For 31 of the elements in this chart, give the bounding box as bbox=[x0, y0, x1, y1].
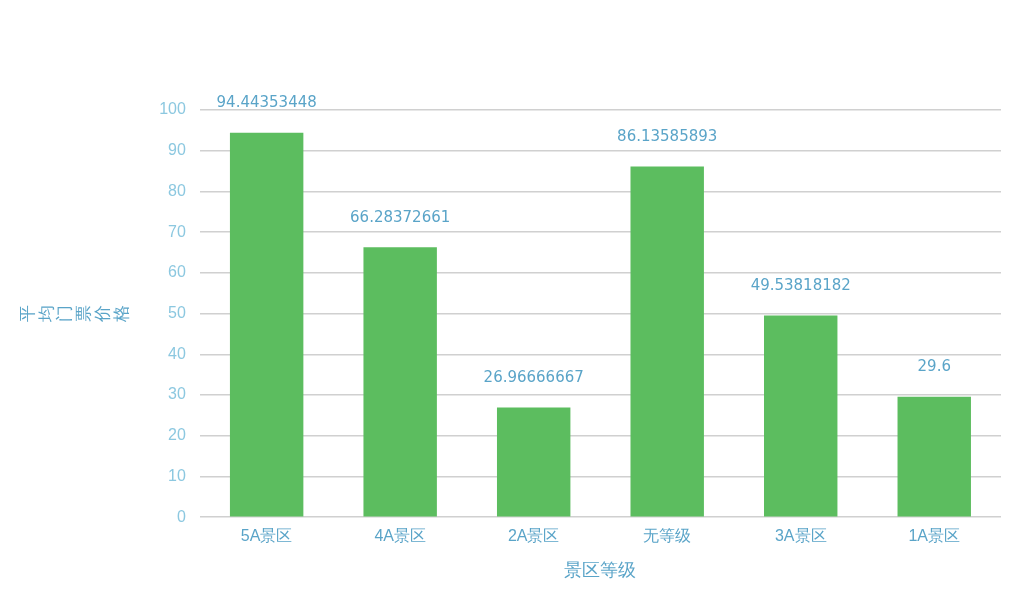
y-tick-label: 100 bbox=[159, 100, 186, 118]
x-tick-label: 4A景区 bbox=[374, 527, 426, 545]
y-tick-label: 90 bbox=[168, 141, 186, 159]
x-tick-label: 无等级 bbox=[643, 527, 692, 545]
y-axis-title: 平均门票价格 bbox=[18, 305, 131, 324]
bar bbox=[363, 247, 437, 517]
y-tick-label: 0 bbox=[176, 507, 186, 525]
data-label: 66.28372661 bbox=[350, 207, 451, 226]
data-label: 86.13585893 bbox=[617, 126, 718, 145]
y-tick-label: 20 bbox=[168, 426, 186, 444]
bar bbox=[496, 407, 571, 517]
bar bbox=[229, 132, 304, 517]
data-label: 29.6 bbox=[917, 357, 951, 376]
data-label: 49.53818182 bbox=[750, 275, 851, 294]
y-tick-label: 50 bbox=[168, 304, 186, 322]
y-tick-label: 60 bbox=[168, 263, 186, 281]
bar bbox=[764, 315, 838, 517]
bar bbox=[897, 396, 971, 517]
y-tick-label: 80 bbox=[168, 181, 186, 199]
x-tick-label: 1A景区 bbox=[908, 527, 961, 545]
y-tick-label: 30 bbox=[168, 385, 186, 403]
x-tick-label: 3A景区 bbox=[774, 527, 827, 545]
bar bbox=[630, 166, 704, 517]
x-tick-label: 5A景区 bbox=[240, 527, 293, 545]
x-axis-title: 景区等级 bbox=[564, 560, 637, 581]
data-label: 94.44353448 bbox=[216, 93, 317, 112]
y-tick-label: 70 bbox=[168, 222, 186, 240]
data-label: 26.96666667 bbox=[483, 367, 584, 386]
x-tick-label: 2A景区 bbox=[507, 527, 560, 545]
y-tick-label: 40 bbox=[168, 344, 186, 362]
y-tick-label: 10 bbox=[168, 466, 186, 484]
